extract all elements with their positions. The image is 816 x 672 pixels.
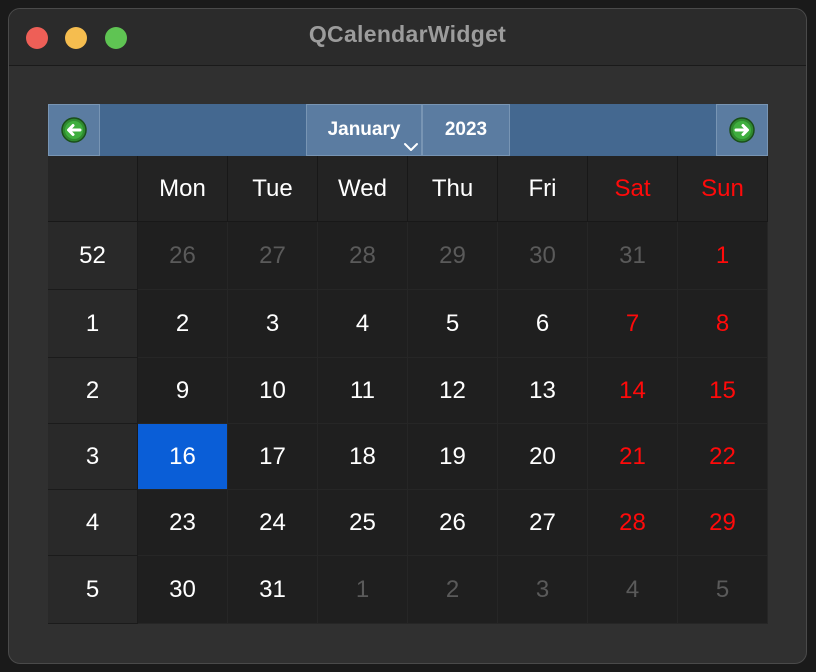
calendar-widget: January 2023 Mon Tue Wed Thu	[48, 104, 768, 624]
day-cell[interactable]: 4	[588, 556, 678, 624]
previous-month-button[interactable]	[48, 104, 100, 156]
day-cell[interactable]: 5	[408, 290, 498, 358]
weekday-header-wed: Wed	[318, 156, 408, 222]
week-number: 5	[48, 556, 138, 624]
day-cell[interactable]: 2	[408, 556, 498, 624]
chevron-down-icon	[404, 143, 418, 151]
day-cell[interactable]: 10	[228, 358, 318, 424]
day-cell[interactable]: 14	[588, 358, 678, 424]
day-cell[interactable]: 21	[588, 424, 678, 490]
weekday-header-thu: Thu	[408, 156, 498, 222]
day-cell[interactable]: 25	[318, 490, 408, 556]
day-cell[interactable]: 22	[678, 424, 768, 490]
weekday-header-sat: Sat	[588, 156, 678, 222]
minimize-window-button[interactable]	[65, 27, 87, 49]
weekday-header-sun: Sun	[678, 156, 768, 222]
year-button[interactable]: 2023	[422, 104, 510, 156]
day-cell[interactable]: 23	[138, 490, 228, 556]
week-number: 52	[48, 222, 138, 290]
next-month-button[interactable]	[716, 104, 768, 156]
day-cell[interactable]: 27	[498, 490, 588, 556]
day-cell[interactable]: 31	[588, 222, 678, 290]
day-cell[interactable]: 29	[678, 490, 768, 556]
weekday-header-tue: Tue	[228, 156, 318, 222]
day-cell[interactable]: 9	[138, 358, 228, 424]
day-cell[interactable]: 24	[228, 490, 318, 556]
day-cell[interactable]: 30	[138, 556, 228, 624]
close-window-button[interactable]	[26, 27, 48, 49]
day-cell[interactable]: 28	[588, 490, 678, 556]
window-title: QCalendarWidget	[308, 21, 507, 47]
day-cell[interactable]: 11	[318, 358, 408, 424]
day-cell[interactable]: 26	[138, 222, 228, 290]
weekday-header-mon: Mon	[138, 156, 228, 222]
weekday-header-fri: Fri	[498, 156, 588, 222]
day-cell[interactable]: 26	[408, 490, 498, 556]
calendar-navigation-bar: January 2023	[48, 104, 768, 156]
day-cell[interactable]: 29	[408, 222, 498, 290]
zoom-window-button[interactable]	[105, 27, 127, 49]
day-cell[interactable]: 27	[228, 222, 318, 290]
day-cell[interactable]: 7	[588, 290, 678, 358]
title-bar: QCalendarWidget	[9, 9, 806, 66]
week-number: 2	[48, 358, 138, 424]
day-cell[interactable]: 3	[228, 290, 318, 358]
day-cell[interactable]: 6	[498, 290, 588, 358]
day-cell[interactable]: 4	[318, 290, 408, 358]
month-label: January	[327, 119, 401, 140]
day-cell[interactable]: 2	[138, 290, 228, 358]
day-cell[interactable]: 1	[678, 222, 768, 290]
week-number-header	[48, 156, 138, 222]
week-number: 4	[48, 490, 138, 556]
day-cell[interactable]: 19	[408, 424, 498, 490]
month-dropdown-button[interactable]: January	[306, 104, 422, 156]
day-cell[interactable]: 12	[408, 358, 498, 424]
year-label: 2023	[444, 119, 488, 140]
calendar-window: QCalendarWidget January 2023	[8, 8, 807, 664]
arrow-left-icon	[61, 117, 87, 143]
day-cell[interactable]: 20	[498, 424, 588, 490]
day-cell[interactable]: 18	[318, 424, 408, 490]
day-cell[interactable]: 28	[318, 222, 408, 290]
week-number: 3	[48, 424, 138, 490]
selected-day-cell[interactable]: 16	[138, 424, 228, 490]
day-cell[interactable]: 15	[678, 358, 768, 424]
calendar-grid: Mon Tue Wed Thu Fri Sat Sun 52 26 27 28 …	[48, 156, 768, 624]
day-cell[interactable]: 17	[228, 424, 318, 490]
day-cell[interactable]: 8	[678, 290, 768, 358]
day-cell[interactable]: 3	[498, 556, 588, 624]
arrow-right-icon	[729, 117, 755, 143]
day-cell[interactable]: 13	[498, 358, 588, 424]
day-cell[interactable]: 30	[498, 222, 588, 290]
day-cell[interactable]: 1	[318, 556, 408, 624]
week-number: 1	[48, 290, 138, 358]
day-cell[interactable]: 5	[678, 556, 768, 624]
day-cell[interactable]: 31	[228, 556, 318, 624]
